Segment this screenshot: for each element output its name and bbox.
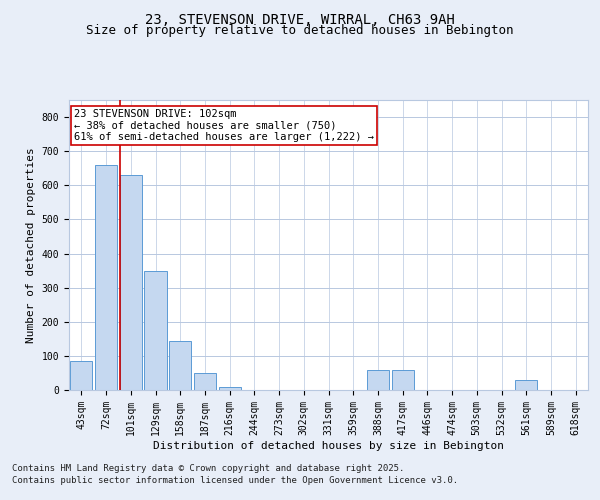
Text: Contains HM Land Registry data © Crown copyright and database right 2025.: Contains HM Land Registry data © Crown c… (12, 464, 404, 473)
Text: Size of property relative to detached houses in Bebington: Size of property relative to detached ho… (86, 24, 514, 37)
Bar (169, 340, 191, 390)
Text: Contains public sector information licensed under the Open Government Licence v3: Contains public sector information licen… (12, 476, 458, 485)
Bar (70, 361, 92, 390)
Bar (367, 370, 389, 390)
X-axis label: Distribution of detached houses by size in Bebington: Distribution of detached houses by size … (153, 440, 504, 450)
Bar (515, 380, 538, 390)
Bar (194, 373, 216, 390)
Y-axis label: Number of detached properties: Number of detached properties (26, 147, 36, 343)
Bar (95, 165, 117, 390)
Bar (392, 370, 414, 390)
Text: 23 STEVENSON DRIVE: 102sqm
← 38% of detached houses are smaller (750)
61% of sem: 23 STEVENSON DRIVE: 102sqm ← 38% of deta… (74, 108, 374, 142)
Text: 23, STEVENSON DRIVE, WIRRAL, CH63 9AH: 23, STEVENSON DRIVE, WIRRAL, CH63 9AH (145, 12, 455, 26)
Bar (218, 386, 241, 390)
Bar (119, 175, 142, 390)
Bar (145, 270, 167, 390)
